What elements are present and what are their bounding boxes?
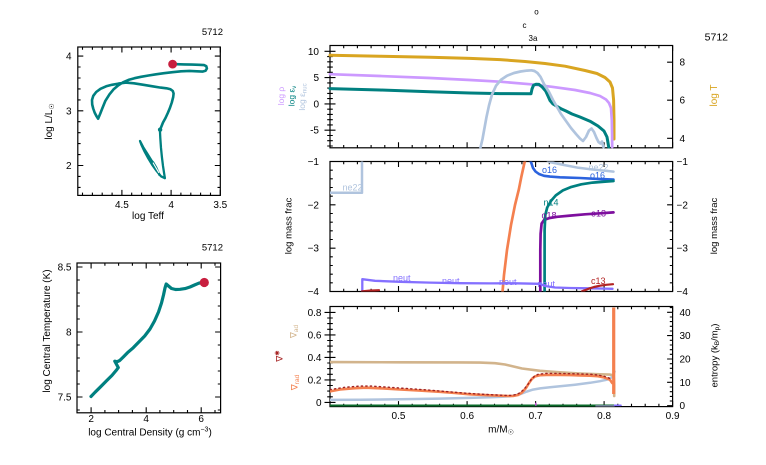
- svg-text:log T: log T: [709, 84, 720, 106]
- svg-text:6: 6: [198, 414, 204, 425]
- svg-text:−3: −3: [677, 244, 689, 255]
- svg-text:4: 4: [66, 52, 72, 63]
- svg-text:0.7: 0.7: [529, 411, 543, 422]
- svg-text:log mass frac: log mass frac: [709, 198, 720, 255]
- svg-text:5712: 5712: [202, 27, 223, 38]
- svg-text:−2: −2: [308, 200, 320, 211]
- svg-text:neut: neut: [538, 279, 556, 289]
- svg-text:ne22: ne22: [343, 183, 363, 193]
- svg-text:4: 4: [168, 200, 174, 211]
- svg-text:0.4: 0.4: [308, 353, 322, 364]
- svg-text:−2: −2: [677, 200, 689, 211]
- svg-text:8: 8: [680, 58, 686, 69]
- svg-text:4.5: 4.5: [115, 200, 129, 211]
- svg-text:20: 20: [680, 355, 692, 366]
- svg-text:m/M☉: m/M☉: [488, 425, 514, 437]
- svg-text:3a: 3a: [529, 34, 538, 43]
- svg-text:5712: 5712: [202, 243, 223, 254]
- svg-text:0.9: 0.9: [666, 411, 680, 422]
- svg-text:8.5: 8.5: [58, 263, 72, 274]
- svg-text:∇rad: ∇rad: [290, 374, 302, 391]
- svg-text:o: o: [534, 8, 539, 17]
- svg-text:−1: −1: [308, 157, 320, 168]
- svg-text:0: 0: [680, 401, 686, 412]
- svg-text:entropy (kB/mp): entropy (kB/mp): [710, 324, 722, 388]
- svg-text:3: 3: [66, 106, 72, 117]
- svg-text:log Central Density (g cm−3): log Central Density (g cm−3): [88, 427, 212, 439]
- svg-text:−3: −3: [308, 244, 320, 255]
- svg-text:c13: c13: [591, 276, 606, 286]
- svg-text:-5: -5: [310, 126, 319, 137]
- svg-text:neut: neut: [442, 276, 460, 286]
- svg-text:40: 40: [680, 308, 692, 319]
- svg-text:o16: o16: [590, 170, 605, 180]
- svg-text:5: 5: [313, 73, 319, 84]
- svg-text:log mass frac: log mass frac: [284, 198, 295, 255]
- svg-text:log Central Temperature (K): log Central Temperature (K): [42, 269, 53, 392]
- svg-text:log L/L☉: log L/L☉: [44, 103, 56, 139]
- svg-text:6: 6: [680, 96, 686, 107]
- svg-text:c: c: [523, 21, 527, 30]
- svg-text:o16: o16: [542, 165, 557, 175]
- svg-text:o18: o18: [591, 208, 606, 218]
- svg-text:4: 4: [680, 134, 686, 145]
- svg-text:log Teff: log Teff: [132, 211, 164, 222]
- svg-text:0.6: 0.6: [460, 411, 474, 422]
- svg-text:log εnuc: log εnuc: [297, 83, 309, 110]
- svg-text:0.6: 0.6: [308, 330, 322, 341]
- svg-text:neut: neut: [499, 277, 517, 287]
- svg-text:0.2: 0.2: [308, 375, 322, 386]
- svg-text:0.8: 0.8: [597, 411, 611, 422]
- svg-text:10: 10: [680, 378, 692, 389]
- svg-text:−4: −4: [677, 287, 689, 298]
- svg-text:log εν: log εν: [287, 86, 299, 107]
- svg-text:0: 0: [313, 99, 319, 110]
- svg-text:0.5: 0.5: [392, 411, 406, 422]
- svg-text:o18: o18: [542, 211, 557, 221]
- svg-text:3.5: 3.5: [213, 200, 227, 211]
- svg-text:∇ad: ∇ad: [289, 324, 301, 339]
- svg-text:n14: n14: [544, 198, 559, 208]
- svg-text:∇✱: ∇✱: [273, 350, 284, 363]
- svg-text:ne22: ne22: [589, 162, 609, 172]
- svg-text:neut: neut: [393, 273, 411, 283]
- svg-text:2: 2: [66, 161, 72, 172]
- svg-text:10: 10: [308, 47, 320, 58]
- svg-text:5712: 5712: [705, 32, 729, 44]
- svg-text:7.5: 7.5: [58, 393, 72, 404]
- svg-text:4: 4: [143, 414, 149, 425]
- svg-text:2: 2: [88, 414, 94, 425]
- svg-text:0.8: 0.8: [308, 308, 322, 319]
- svg-text:8: 8: [66, 328, 72, 339]
- svg-text:0: 0: [316, 398, 322, 409]
- svg-text:log ρ: log ρ: [276, 87, 286, 106]
- svg-text:−1: −1: [677, 157, 689, 168]
- svg-text:30: 30: [680, 331, 692, 342]
- svg-text:−4: −4: [308, 287, 320, 298]
